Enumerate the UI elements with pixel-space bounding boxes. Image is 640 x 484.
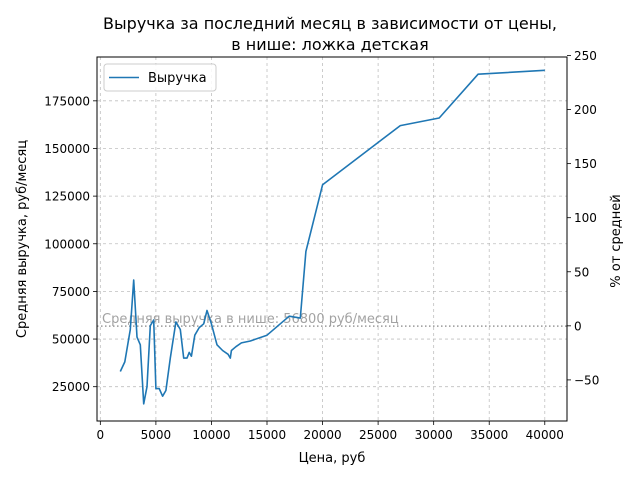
y2-tick-label: 150 [574,157,597,171]
x-axis-label: Цена, руб [299,451,366,466]
average-reference-label: Средняя выручка в нише: 56800 руб/месяц [102,312,399,327]
y2-tick-label: 50 [574,265,589,279]
y2-axis-label: % от средней [609,194,624,287]
y-tick-label: 150000 [44,142,90,156]
x-tick-label: 30000 [415,428,453,442]
y2-tick-label: 250 [574,49,597,63]
x-tick-label: 10000 [192,428,230,442]
legend: Выручка [103,63,217,92]
axes-frame [96,56,568,422]
x-tick-label: 15000 [248,428,286,442]
y-tick-label: 125000 [44,190,90,204]
y-tick-label: 175000 [44,94,90,108]
y2-tick-label: 200 [574,103,597,117]
y-tick-label: 100000 [44,237,90,251]
axis-ticks: 0 5000 10000 15000 20000 25000 30000 35000 40000… [44,49,599,442]
y-tick-label: 50000 [52,333,90,347]
y-tick-label: 25000 [52,380,90,394]
series-line-revenue [119,69,545,405]
y-axis-label: Средняя выручка, руб/месяц [15,140,30,338]
x-tick-label: 20000 [303,428,341,442]
y-tick-label: 75000 [52,285,90,299]
x-tick-label: 0 [97,428,105,442]
x-tick-label: 25000 [359,428,397,442]
x-tick-label: 5000 [141,428,172,442]
x-tick-label: 35000 [470,428,508,442]
legend-label-revenue: Выручка [148,71,207,86]
x-tick-label: 40000 [526,428,564,442]
y2-tick-label: 100 [574,211,597,225]
chart-title-line-2: в нише: ложка детская [231,35,428,54]
legend-box [103,63,217,92]
y2-tick-label: −50 [574,373,599,387]
y2-tick-label: 0 [574,319,582,333]
grid [97,57,567,421]
chart-title-line-1: Выручка за последний месяц в зависимости… [103,14,557,33]
